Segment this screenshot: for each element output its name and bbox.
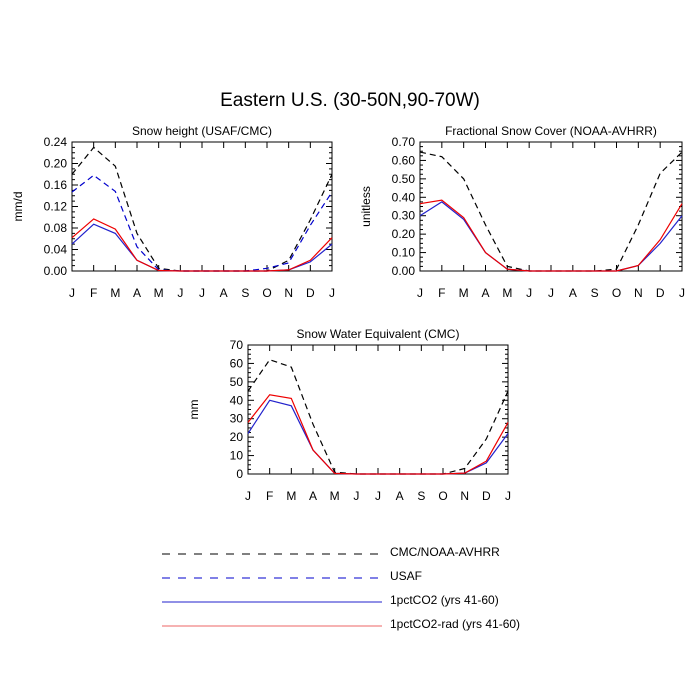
series-line-2-0 [247,358,509,475]
ytick-label-0-3: 0.12 [44,200,68,214]
panel-title-2: Snow Water Equivalent (CMC) [297,327,460,341]
xtick-label-1-5: J [526,286,532,300]
ytick-label-0-4: 0.16 [44,178,68,192]
xtick-label-2-8: S [417,489,425,503]
ytick-label-2-6: 60 [230,356,244,370]
xtick-label-0-12: J [329,286,335,300]
xtick-label-0-10: N [284,286,293,300]
xtick-label-0-1: F [90,286,97,300]
ytick-label-0-2: 0.08 [44,221,68,235]
xtick-label-1-11: D [656,286,665,300]
legend-item-usaf: USAF [160,567,580,587]
xtick-label-1-6: J [548,286,554,300]
series-line-0-3 [71,218,333,272]
panel-1: Fractional Snow Cover (NOAA-AVHRR) unitle… [359,124,685,300]
xtick-label-1-12: J [679,286,685,300]
xtick-label-2-2: M [286,489,296,503]
xtick-label-0-0: J [69,286,75,300]
xtick-label-0-8: S [241,286,249,300]
xtick-label-2-12: J [505,489,511,503]
legend-label-usaf: USAF [390,569,423,583]
xtick-label-0-2: M [110,286,120,300]
legend-swatch-cmc [162,553,382,555]
legend-label-co2rad: 1pctCO2-rad (yrs 41-60) [390,617,521,631]
ytick-label-2-1: 10 [230,449,244,463]
xtick-label-2-6: J [375,489,381,503]
ylabel-2: mm [187,400,201,420]
xtick-label-2-5: J [353,489,359,503]
xtick-label-2-7: A [396,489,404,503]
ytick-label-1-1: 0.10 [392,246,416,260]
series-line-1-0 [419,151,683,272]
series-line-1-2 [419,199,683,272]
series-line-2-2 [247,394,509,475]
xtick-label-1-7: A [569,286,577,300]
ytick-label-1-2: 0.20 [392,227,416,241]
ylabel-1: unitless [359,186,373,227]
panel-0: Snow height (USAF/CMC) mm/d 0.00 0.04 0.08 0.… [11,124,335,300]
ytick-label-0-1: 0.04 [44,243,68,257]
xtick-label-1-2: M [459,286,469,300]
ytick-label-1-7: 0.70 [392,135,416,149]
xtick-label-0-11: D [306,286,315,300]
ytick-label-0-0: 0.00 [44,264,68,278]
series-line-0-1 [71,174,333,272]
xtick-label-1-9: O [612,286,621,300]
legend-label-co2: 1pctCO2 (yrs 41-60) [390,593,499,607]
ytick-label-2-5: 50 [230,375,244,389]
xtick-label-2-10: N [460,489,469,503]
ytick-label-2-7: 70 [230,338,244,352]
legend-item-cmc: CMC/NOAA-AVHRR [160,543,580,563]
xtick-label-0-6: J [199,286,205,300]
xtick-label-1-0: J [417,286,423,300]
ytick-label-0-5: 0.20 [44,157,68,171]
xtick-label-2-0: J [245,489,251,503]
panel-2: Snow Water Equivalent (CMC) mm 0 10 20 30 40 50… [187,327,511,503]
xtick-label-0-5: J [177,286,183,300]
plot-frame-0 [71,141,333,272]
xtick-label-2-11: D [482,489,491,503]
xtick-label-2-1: F [266,489,273,503]
xtick-label-0-7: A [220,286,228,300]
xtick-label-1-1: F [438,286,445,300]
xtick-label-1-3: A [481,286,489,300]
xtick-label-0-3: A [133,286,141,300]
figure-title: Eastern U.S. (30-50N,90-70W) [220,90,480,111]
ytick-label-1-3: 0.30 [392,209,416,223]
ylabel-0: mm/d [11,192,25,222]
legend-item-co2rad: 1pctCO2-rad (yrs 41-60) [160,615,580,635]
ytick-label-2-2: 20 [230,430,244,444]
ytick-label-2-0: 0 [236,467,243,481]
legend-label-cmc: CMC/NOAA-AVHRR [390,545,500,559]
ytick-label-2-3: 30 [230,412,244,426]
ytick-label-1-0: 0.00 [392,264,416,278]
legend-swatch-co2 [162,601,382,603]
ytick-label-0-6: 0.24 [44,135,68,149]
legend-swatch-usaf [162,577,382,579]
xtick-label-2-4: M [330,489,340,503]
xtick-label-0-9: O [262,286,271,300]
ytick-label-1-5: 0.50 [392,172,416,186]
xtick-label-1-8: S [591,286,599,300]
legend-item-co2: 1pctCO2 (yrs 41-60) [160,591,580,611]
ytick-label-1-4: 0.40 [392,190,416,204]
panel-title-0: Snow height (USAF/CMC) [132,124,272,138]
ytick-label-1-6: 0.60 [392,153,416,167]
legend-swatch-co2rad [162,625,382,627]
xtick-label-1-10: N [634,286,643,300]
plot-frame-2 [247,344,509,475]
ytick-label-2-4: 40 [230,393,244,407]
xtick-label-0-4: M [154,286,164,300]
panel-title-1: Fractional Snow Cover (NOAA-AVHRR) [445,124,657,138]
xtick-label-2-9: O [438,489,447,503]
xtick-label-2-3: A [309,489,317,503]
series-line-0-2 [71,223,333,272]
series-line-0-0 [71,146,333,272]
plot-frame-1 [419,141,683,272]
xtick-label-1-4: M [502,286,512,300]
